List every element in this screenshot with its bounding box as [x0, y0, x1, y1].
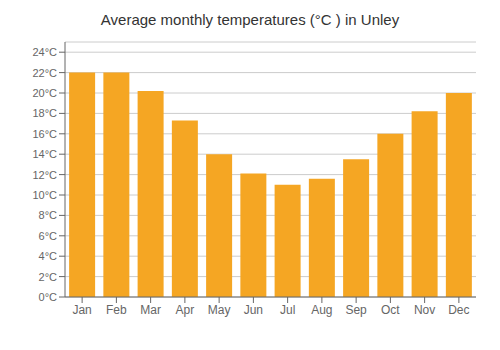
svg-text:18°C: 18°C	[32, 107, 57, 119]
svg-text:22°C: 22°C	[32, 67, 57, 79]
svg-text:Nov: Nov	[414, 303, 435, 317]
svg-text:Jun: Jun	[244, 303, 263, 317]
svg-text:Dec: Dec	[448, 303, 469, 317]
svg-text:May: May	[208, 303, 231, 317]
svg-text:Jan: Jan	[72, 303, 91, 317]
svg-text:4°C: 4°C	[39, 250, 58, 262]
svg-text:8°C: 8°C	[39, 209, 58, 221]
svg-text:Sep: Sep	[345, 303, 367, 317]
svg-text:24°C: 24°C	[32, 46, 57, 58]
svg-text:6°C: 6°C	[39, 230, 58, 242]
svg-text:Aug: Aug	[311, 303, 332, 317]
html-text:Average monthly temperatures (: Average monthly temperatures (°C ) in Un…	[100, 11, 400, 28]
svg-text:10°C: 10°C	[32, 189, 57, 201]
svg-text:14°C: 14°C	[32, 148, 57, 160]
svg-text:Mar: Mar	[140, 303, 161, 317]
svg-text:16°C: 16°C	[32, 128, 57, 140]
svg-text:Feb: Feb	[106, 303, 127, 317]
svg-text:20°C: 20°C	[32, 87, 57, 99]
svg-text:Apr: Apr	[176, 303, 195, 317]
svg-text:12°C: 12°C	[32, 169, 57, 181]
svg-text:0°C: 0°C	[39, 291, 58, 303]
svg-text:Jul: Jul	[280, 303, 295, 317]
svg-text:2°C: 2°C	[39, 271, 58, 283]
svg-text:Oct: Oct	[381, 303, 400, 317]
